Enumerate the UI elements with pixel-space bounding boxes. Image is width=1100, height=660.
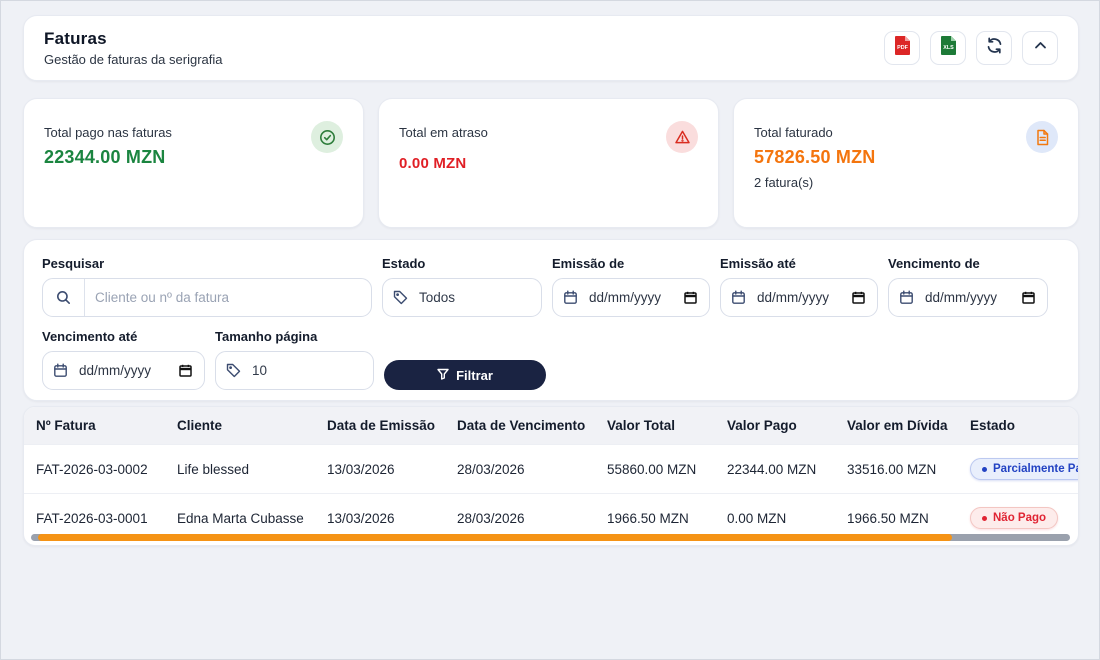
cell-valor-pago: 22344.00 MZN [715, 444, 835, 494]
search-icon [43, 279, 85, 316]
datepicker-icon[interactable] [684, 291, 697, 304]
svg-text:PDF: PDF [897, 45, 908, 51]
cell-cliente: Edna Marta Cubasse [165, 493, 315, 542]
search-label: Pesquisar [42, 256, 105, 271]
refresh-icon [986, 37, 1003, 59]
cell-valor-divida: 33516.00 MZN [835, 444, 958, 494]
filtrar-button-label: Filtrar [456, 367, 493, 383]
emissao-ate-input[interactable]: dd/mm/yyyy [720, 278, 878, 317]
tamanho-pagina-value: 10 [252, 363, 268, 378]
cell-numero: FAT-2026-03-0001 [24, 493, 165, 542]
table-row[interactable]: FAT-2026-03-0001 Edna Marta Cubasse 13/0… [24, 493, 1078, 542]
faturas-table: Nº Fatura Cliente Data de Emissão Data d… [24, 407, 1078, 542]
card-subtext: 2 fatura(s) [754, 175, 814, 190]
calendar-icon [553, 290, 587, 305]
warning-triangle-icon [666, 121, 698, 153]
calendar-icon [43, 363, 77, 378]
status-badge: Parcialmente Pago [970, 458, 1078, 480]
estado-select[interactable]: Todos [382, 278, 542, 317]
emissao-de-label: Emissão de [552, 256, 625, 271]
calendar-icon [721, 290, 755, 305]
check-circle-icon [311, 121, 343, 153]
filtrar-button[interactable]: Filtrar [384, 360, 546, 390]
card-total-faturado: Total faturado 57826.50 MZN 2 fatura(s) [733, 98, 1079, 228]
horizontal-scrollbar-thumb[interactable] [38, 534, 953, 541]
col-data-emissao: Data de Emissão [315, 407, 445, 445]
svg-text:XLS: XLS [943, 45, 954, 51]
vencimento-ate-value: dd/mm/yyyy [79, 363, 152, 378]
card-value: 0.00 MZN [399, 155, 467, 172]
export-xls-button[interactable]: XLS [930, 31, 966, 65]
vencimento-de-value: dd/mm/yyyy [925, 290, 998, 305]
status-badge-label: Parcialmente Pago [993, 463, 1078, 475]
emissao-de-value: dd/mm/yyyy [589, 290, 662, 305]
cell-valor-pago: 0.00 MZN [715, 493, 835, 542]
search-input[interactable] [85, 290, 371, 305]
card-label: Total pago nas faturas [44, 125, 172, 140]
col-valor-pago: Valor Pago [715, 407, 835, 445]
horizontal-scrollbar-track[interactable] [31, 534, 1070, 541]
card-value: 22344.00 MZN [44, 147, 166, 167]
collapse-button[interactable] [1022, 31, 1058, 65]
cell-numero: FAT-2026-03-0002 [24, 444, 165, 494]
status-badge-label: Não Pago [993, 512, 1047, 524]
estado-value: Todos [419, 290, 456, 305]
col-valor-total: Valor Total [595, 407, 715, 445]
col-data-vencimento: Data de Vencimento [445, 407, 595, 445]
cell-vencimento: 28/03/2026 [445, 493, 595, 542]
col-cliente: Cliente [165, 407, 315, 445]
cell-cliente: Life blessed [165, 444, 315, 494]
datepicker-icon[interactable] [852, 291, 865, 304]
vencimento-ate-label: Vencimento até [42, 329, 138, 344]
card-label: Total em atraso [399, 125, 488, 140]
col-estado: Estado [958, 407, 1078, 445]
col-valor-divida: Valor em Dívida [835, 407, 958, 445]
filters-panel: Pesquisar Estado [23, 239, 1079, 401]
tamanho-pagina-select[interactable]: 10 [215, 351, 374, 390]
status-dot-icon [982, 515, 987, 521]
cell-vencimento: 28/03/2026 [445, 444, 595, 494]
emissao-de-input[interactable]: dd/mm/yyyy [552, 278, 710, 317]
tag-icon [216, 363, 250, 378]
vencimento-de-input[interactable]: dd/mm/yyyy [888, 278, 1048, 317]
cell-valor-total: 55860.00 MZN [595, 444, 715, 494]
datepicker-icon[interactable] [1022, 291, 1035, 304]
header-actions: PDF XLS [884, 31, 1058, 65]
estado-label: Estado [382, 256, 426, 271]
tamanho-pagina-label: Tamanho página [215, 329, 318, 344]
status-dot-icon [982, 466, 987, 472]
col-numero-fatura: Nº Fatura [24, 407, 165, 445]
card-total-pago: Total pago nas faturas 22344.00 MZN [23, 98, 364, 228]
vencimento-de-label: Vencimento de [888, 256, 980, 271]
chevron-up-icon [1033, 38, 1048, 58]
page-title: Faturas [44, 29, 107, 48]
tag-icon [383, 290, 417, 305]
emissao-ate-label: Emissão até [720, 256, 796, 271]
vencimento-ate-input[interactable]: dd/mm/yyyy [42, 351, 205, 390]
cell-emissao: 13/03/2026 [315, 493, 445, 542]
status-badge: Não Pago [970, 507, 1059, 529]
pdf-file-icon: PDF [893, 35, 912, 61]
search-input-wrapper [42, 278, 372, 317]
calendar-icon [889, 290, 923, 305]
card-value: 57826.50 MZN [754, 147, 876, 167]
table-header-row: Nº Fatura Cliente Data de Emissão Data d… [24, 407, 1078, 445]
cell-emissao: 13/03/2026 [315, 444, 445, 494]
cell-valor-divida: 1966.50 MZN [835, 493, 958, 542]
emissao-ate-value: dd/mm/yyyy [757, 290, 830, 305]
filter-funnel-icon [437, 368, 449, 383]
card-label: Total faturado [754, 125, 833, 140]
page-header: Faturas Gestão de faturas da serigrafia … [23, 15, 1079, 81]
card-total-atraso: Total em atraso 0.00 MZN [378, 98, 719, 228]
table-row[interactable]: FAT-2026-03-0002 Life blessed 13/03/2026… [24, 444, 1078, 494]
export-pdf-button[interactable]: PDF [884, 31, 920, 65]
document-icon [1026, 121, 1058, 153]
header-text: Faturas Gestão de faturas da serigrafia [44, 29, 223, 67]
faturas-table-card: Nº Fatura Cliente Data de Emissão Data d… [23, 406, 1079, 546]
refresh-button[interactable] [976, 31, 1012, 65]
cell-valor-total: 1966.50 MZN [595, 493, 715, 542]
datepicker-icon[interactable] [179, 364, 192, 377]
xls-file-icon: XLS [939, 35, 958, 61]
page-subtitle: Gestão de faturas da serigrafia [44, 52, 223, 67]
